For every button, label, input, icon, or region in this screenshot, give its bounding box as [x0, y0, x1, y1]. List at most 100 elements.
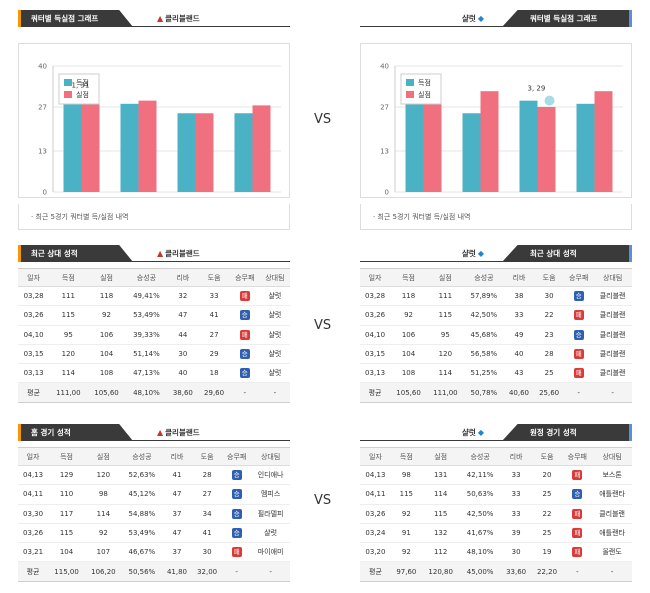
table-cell: 샬럿: [259, 325, 290, 345]
result-badge: 패: [572, 508, 583, 519]
table-cell: 애틀랜타: [592, 484, 632, 505]
table-cell: 25: [531, 484, 563, 505]
result-badge: 승: [239, 310, 250, 321]
table-cell: 인디애나: [251, 465, 290, 486]
table-cell: 114: [421, 484, 460, 505]
table-cell: 39: [500, 523, 532, 544]
column-header: 승무패: [562, 447, 593, 466]
table-cell: 42,50%: [459, 504, 501, 524]
table-header-row: 일자 득점 실점 승성공 리바 도움 승무패 상대팀: [18, 447, 290, 466]
result-badge: 패: [572, 528, 583, 539]
left-quarter-panel: 쿼터별 득실점 그래프 ▲클리블랜드 01327401Q2Q3Q4Q득점실점1,…: [18, 10, 290, 230]
table-cell: 27: [198, 325, 230, 345]
left-recent-title: 최근 상대 성적: [18, 245, 133, 262]
table-cell: 91: [390, 523, 422, 544]
result-cell: 패: [562, 542, 593, 563]
table-cell: 멤피스: [251, 484, 290, 505]
table-cell: 28: [192, 465, 223, 486]
table-cell: 04,10: [18, 325, 50, 345]
result-badge: 패: [231, 547, 242, 558]
table-cell: 51,14%: [125, 344, 168, 365]
table-cell: -: [562, 561, 593, 582]
column-header: 상대팀: [592, 447, 632, 466]
left-recent-panel: 최근 상대 성적 ▲ 클리블랜드 일자 득점 실점 승성공 리바 도움 승무패 상대팀 03,28…: [18, 245, 290, 403]
table-cell: 33: [500, 484, 532, 505]
column-header: 실점: [421, 447, 460, 466]
bar-conceded: [480, 91, 499, 192]
table-cell: 51,25%: [463, 363, 504, 384]
table-cell: 22,20: [531, 561, 563, 582]
table-cell: 129: [48, 465, 85, 486]
table-cell: 필라델피: [251, 504, 290, 524]
table-cell: 04,11: [360, 484, 391, 505]
table-cell: 29,60: [198, 382, 230, 403]
table-cell: 111,00: [426, 382, 464, 403]
table-cell: 48,10%: [459, 542, 501, 563]
table-cell: 120: [84, 465, 122, 486]
right-quarter-title: 쿼터별 득실점 그래프: [502, 10, 632, 27]
column-header: 승성공: [459, 447, 501, 466]
table-cell: 97,60: [390, 561, 422, 582]
table-cell: 39,33%: [125, 325, 168, 345]
result-cell: 승: [222, 523, 252, 544]
left-team-label: ▲ 클리블랜드: [155, 424, 200, 441]
home-left-table: 일자 득점 실점 승성공 리바 도움 승무패 상대팀 04,13 129 120 52,63% 41 28…: [18, 447, 290, 582]
table-cell: 25: [531, 523, 563, 544]
column-header: 상대팀: [593, 268, 632, 287]
table-cell: 33: [500, 504, 532, 524]
table-cell: 19: [531, 542, 563, 563]
left-home-title: 홈 경기 성적: [18, 424, 133, 441]
table-cell: 33,60: [500, 561, 532, 582]
table-cell: 98: [84, 484, 122, 505]
table-cell: 115: [421, 504, 460, 524]
table-cell: 117: [48, 504, 85, 524]
column-header: 리바: [500, 447, 532, 466]
table-cell: 53,49%: [125, 305, 168, 326]
table-cell: 115: [426, 305, 464, 326]
table-cell: 115,00: [48, 561, 85, 582]
bar-conceded: [195, 113, 214, 192]
vs-label: VS: [314, 318, 332, 333]
bar-scored: [234, 113, 253, 192]
table-row: 04,13 98 131 42,11% 33 20 패 보스톤: [360, 465, 632, 486]
table-cell: 마이애미: [251, 542, 290, 563]
y-tick-label: 0: [43, 189, 47, 197]
result-badge: 승: [572, 489, 583, 500]
result-badge: 패: [572, 547, 583, 558]
table-cell: 25,60: [534, 382, 565, 403]
y-tick-label: 13: [380, 148, 389, 156]
table-cell: 45,68%: [463, 325, 504, 345]
recent-left-table: 일자 득점 실점 승성공 리바 도움 승무패 상대팀 03,28 111 118 49,41% 32 33…: [18, 268, 290, 403]
table-cell: 115: [48, 523, 85, 544]
result-cell: 승: [222, 465, 252, 486]
y-tick-label: 40: [38, 63, 47, 71]
table-cell: 40: [503, 344, 535, 365]
table-cell: 34: [192, 504, 223, 524]
table-cell: 50,63%: [459, 484, 501, 505]
table-cell: 46,67%: [121, 542, 162, 563]
table-cell: 33: [198, 286, 230, 307]
table-cell: 03,26: [360, 305, 391, 326]
left-team-label: ▲ 클리블랜드: [155, 10, 200, 27]
left-quarter-header: 쿼터별 득실점 그래프 ▲ 클리블랜드: [18, 10, 290, 27]
hornets-logo-icon: ◆: [477, 428, 484, 437]
table-cell: 48,10%: [125, 382, 168, 403]
right-recent-title: 최근 상대 성적: [502, 245, 632, 262]
table-cell: 41,80: [161, 561, 193, 582]
table-cell: 95: [426, 325, 464, 345]
result-cell: 패: [564, 363, 594, 384]
table-row: 04,11 115 114 50,63% 33 25 승 애틀랜타: [360, 484, 632, 505]
hornets-logo-icon: ◆: [477, 14, 484, 23]
column-header: 승무패: [564, 268, 594, 287]
table-cell: 클리블랜: [593, 344, 632, 365]
column-header: 실점: [426, 268, 464, 287]
result-cell: 패: [562, 504, 593, 524]
result-badge: 패: [573, 349, 584, 360]
away-right-table: 일자 득점 실점 승성공 리바 도움 승무패 상대팀 04,13 98 131 42,11% 33 20 패…: [360, 447, 632, 582]
table-cell: 110: [48, 484, 85, 505]
column-header: 실점: [84, 447, 122, 466]
column-header: 득점: [390, 447, 422, 466]
bar-scored: [405, 100, 424, 192]
table-row: 03,30 117 114 54,88% 37 34 승 필라델피: [18, 504, 290, 524]
